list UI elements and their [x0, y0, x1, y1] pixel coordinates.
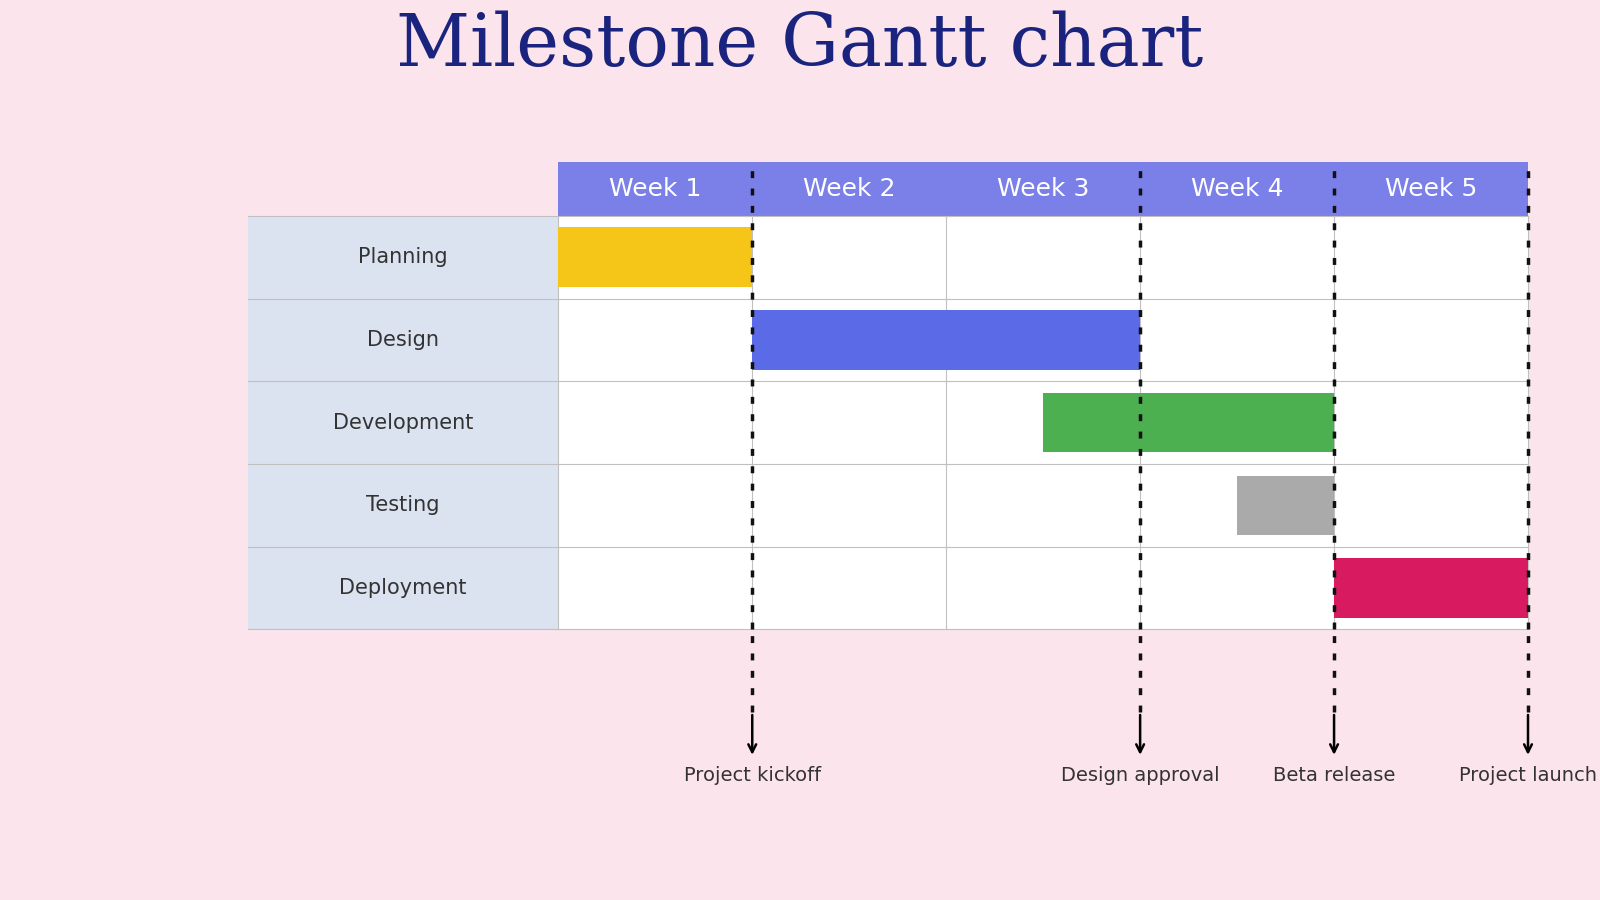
Text: Week 2: Week 2 [803, 177, 896, 201]
Text: Week 4: Week 4 [1190, 177, 1283, 201]
Text: Planning: Planning [358, 248, 448, 267]
Text: Testing: Testing [366, 495, 440, 516]
Bar [1237, 475, 1334, 536]
Bar [558, 382, 1528, 464]
Text: Project kickoff: Project kickoff [683, 766, 821, 785]
Bar [558, 299, 1528, 382]
Bar [248, 382, 558, 464]
Text: Deployment: Deployment [339, 578, 467, 599]
Bar [248, 299, 558, 382]
Bar [558, 228, 752, 287]
Bar [248, 216, 558, 299]
Bar [558, 216, 1528, 299]
Bar [752, 310, 1141, 370]
Bar [558, 546, 1528, 629]
Bar [558, 464, 1528, 546]
Text: Design approval: Design approval [1061, 766, 1219, 785]
Bar [248, 464, 558, 546]
Text: Project launch: Project launch [1459, 766, 1597, 785]
Bar [248, 546, 558, 629]
Text: Week 5: Week 5 [1386, 177, 1477, 201]
Text: Development: Development [333, 412, 474, 433]
Bar [1334, 558, 1528, 618]
Bar [1043, 392, 1334, 453]
Text: Week 3: Week 3 [997, 177, 1090, 201]
Text: Beta release: Beta release [1274, 766, 1395, 785]
Bar [558, 162, 1528, 216]
Text: Milestone Gantt chart: Milestone Gantt chart [397, 11, 1203, 81]
Text: Design: Design [366, 330, 438, 350]
Text: Week 1: Week 1 [610, 177, 701, 201]
